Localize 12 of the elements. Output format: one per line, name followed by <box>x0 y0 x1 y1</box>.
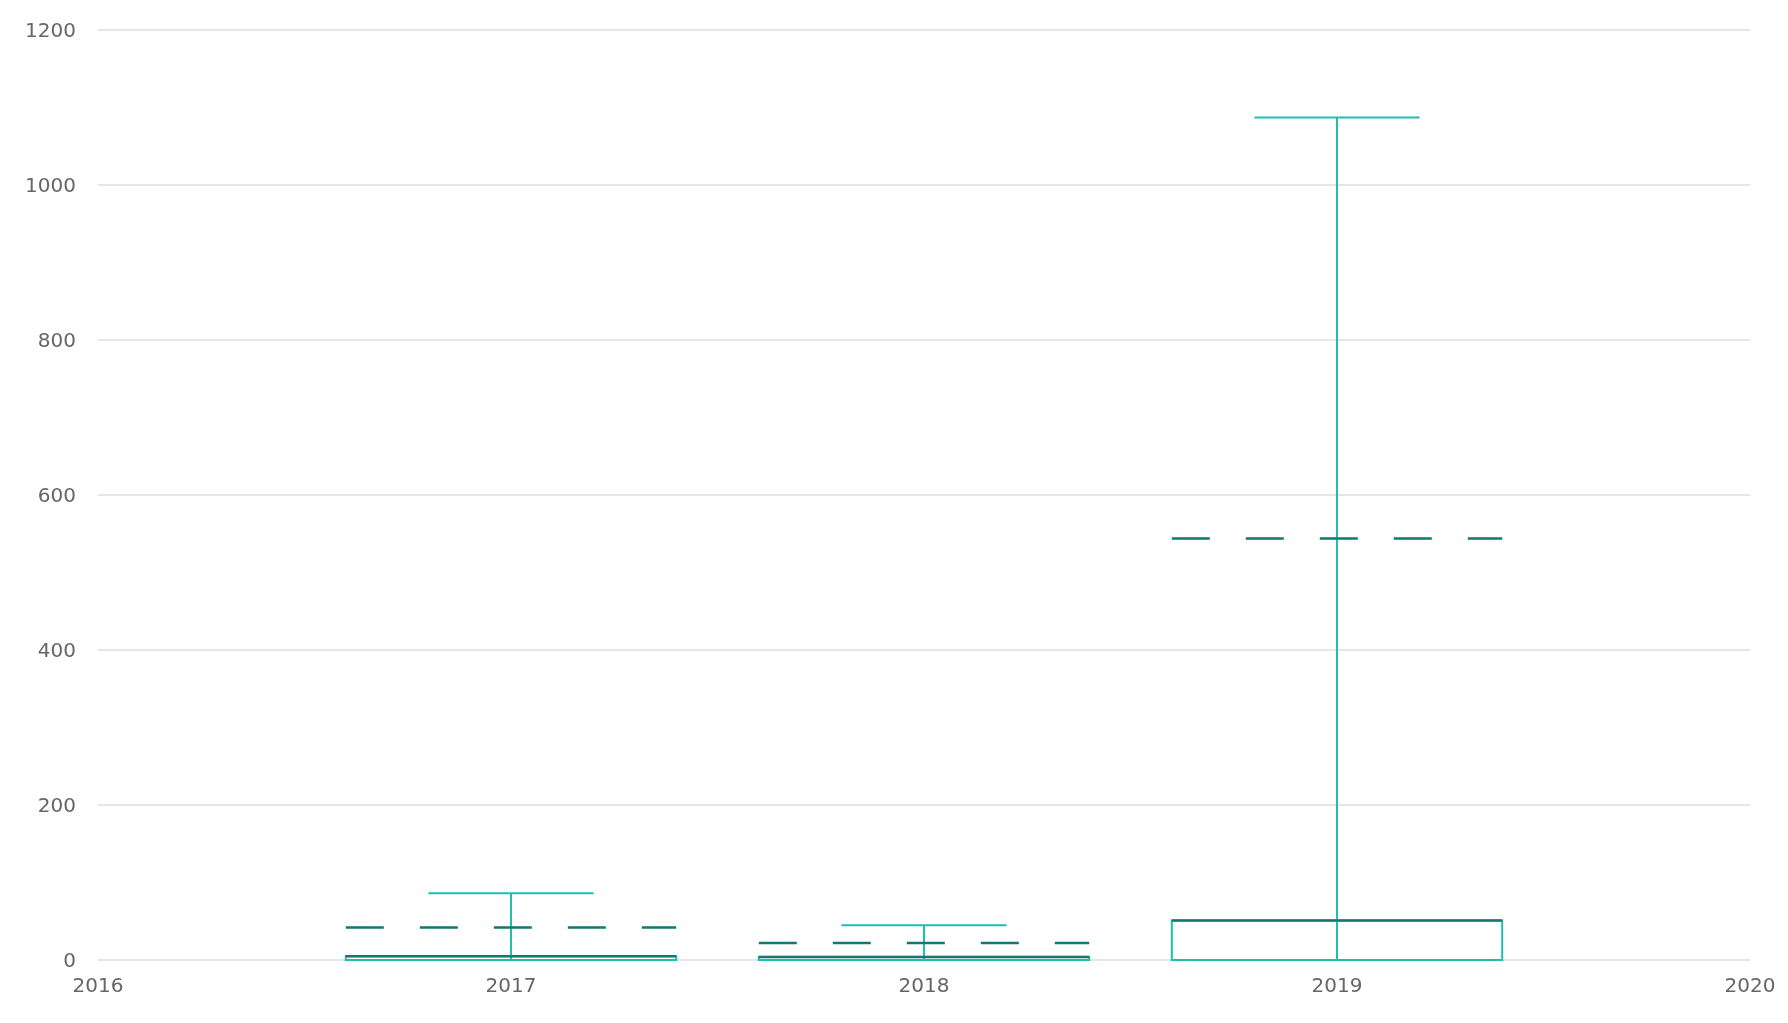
x-tick-label: 2017 <box>485 973 537 997</box>
y-tick-label: 1000 <box>25 173 76 197</box>
y-tick-label: 400 <box>37 638 76 662</box>
y-tick-label: 600 <box>37 483 76 507</box>
y-tick-label: 800 <box>37 328 76 352</box>
y-tick-label: 1200 <box>25 18 76 42</box>
y-tick-label: 200 <box>37 793 76 817</box>
x-tick-label: 2019 <box>1311 973 1363 997</box>
x-tick-label: 2018 <box>898 973 950 997</box>
x-tick-label: 2016 <box>72 973 124 997</box>
y-tick-label: 0 <box>63 948 76 972</box>
x-tick-label: 2020 <box>1724 973 1776 997</box>
